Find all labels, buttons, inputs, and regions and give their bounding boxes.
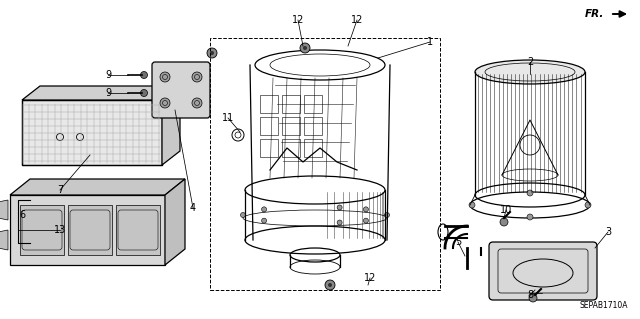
Circle shape [585, 202, 591, 208]
Polygon shape [22, 86, 180, 100]
FancyBboxPatch shape [20, 205, 64, 255]
Text: 4: 4 [190, 203, 196, 213]
Circle shape [262, 207, 267, 212]
Text: 9: 9 [105, 88, 111, 98]
Circle shape [160, 98, 170, 108]
Circle shape [303, 46, 307, 50]
Text: 8: 8 [527, 290, 533, 300]
Text: 12: 12 [364, 273, 376, 283]
Circle shape [262, 218, 267, 223]
Circle shape [364, 207, 369, 212]
FancyBboxPatch shape [152, 62, 210, 118]
Text: 12: 12 [292, 15, 304, 25]
Circle shape [529, 294, 537, 302]
Circle shape [192, 98, 202, 108]
Text: 6: 6 [19, 210, 25, 220]
FancyBboxPatch shape [489, 242, 597, 300]
Polygon shape [0, 200, 8, 220]
Text: SEPAB1710A: SEPAB1710A [579, 301, 628, 310]
Circle shape [300, 43, 310, 53]
Ellipse shape [475, 60, 585, 84]
Circle shape [207, 48, 217, 58]
Circle shape [141, 90, 147, 97]
Polygon shape [162, 86, 180, 165]
Text: 9: 9 [105, 70, 111, 80]
Text: 13: 13 [54, 225, 66, 235]
Text: 12: 12 [351, 15, 363, 25]
Circle shape [210, 51, 214, 55]
Circle shape [337, 220, 342, 225]
Text: 2: 2 [527, 57, 533, 67]
FancyBboxPatch shape [22, 100, 162, 165]
Circle shape [527, 190, 533, 196]
Circle shape [364, 218, 369, 223]
Polygon shape [10, 179, 185, 195]
Circle shape [241, 212, 246, 218]
FancyBboxPatch shape [10, 195, 165, 265]
Circle shape [325, 280, 335, 290]
Text: 3: 3 [605, 227, 611, 237]
Circle shape [160, 72, 170, 82]
FancyBboxPatch shape [68, 205, 112, 255]
Circle shape [328, 283, 332, 287]
Text: 1: 1 [427, 37, 433, 47]
Circle shape [337, 205, 342, 210]
Text: 11: 11 [222, 113, 234, 123]
Circle shape [469, 202, 475, 208]
Circle shape [192, 72, 202, 82]
FancyBboxPatch shape [116, 205, 160, 255]
Circle shape [527, 214, 533, 220]
Circle shape [385, 212, 390, 218]
Circle shape [500, 218, 508, 226]
Polygon shape [165, 179, 185, 265]
Text: 7: 7 [57, 185, 63, 195]
Text: FR.: FR. [584, 9, 604, 19]
Polygon shape [0, 230, 8, 250]
Text: 5: 5 [455, 237, 461, 247]
Text: 10: 10 [500, 205, 512, 215]
Circle shape [141, 71, 147, 78]
